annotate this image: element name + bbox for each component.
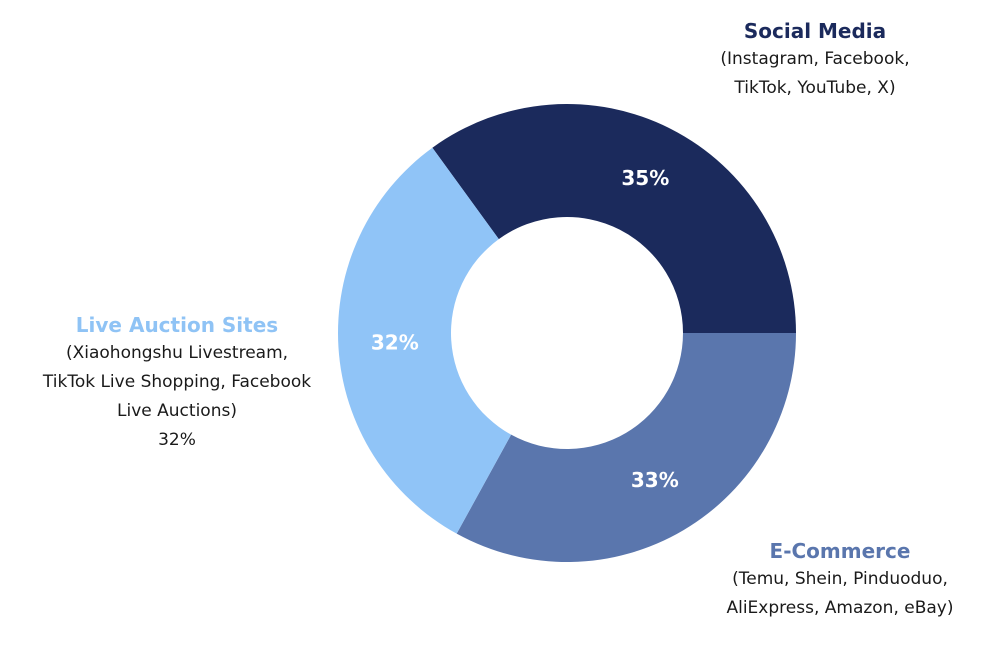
- value-label-e-commerce: 33%: [631, 468, 679, 492]
- donut-slices: [337, 103, 797, 562]
- live-auction-desc-line2: TikTok Live Shopping, Facebook: [42, 372, 312, 392]
- social-media-desc-line2: TikTok, YouTube, X): [734, 78, 896, 98]
- e-commerce-desc-line2: AliExpress, Amazon, eBay): [726, 598, 954, 618]
- slice-e-commerce: [456, 333, 797, 562]
- e-commerce-desc-line1: (Temu, Shein, Pinduoduo,: [732, 569, 948, 589]
- social-media-callout: Social Media (Instagram, Facebook, TikTo…: [700, 18, 930, 103]
- social-media-desc-line1: (Instagram, Facebook,: [720, 49, 910, 69]
- value-label-live-auction-sites: 32%: [371, 330, 419, 354]
- slice-live-auction-sites: [337, 147, 512, 534]
- e-commerce-title: E-Commerce: [769, 539, 911, 563]
- social-media-title: Social Media: [743, 19, 887, 43]
- live-auction-desc-line1: (Xiaohongshu Livestream,: [65, 343, 289, 363]
- slice-value-labels: 35% 33% 32%: [371, 166, 679, 492]
- live-auction-callout: Live Auction Sites (Xiaohongshu Livestre…: [12, 312, 342, 455]
- live-auction-percent: 32%: [158, 430, 196, 450]
- slice-social-media: [432, 103, 796, 334]
- e-commerce-callout: E-Commerce (Temu, Shein, Pinduoduo, AliE…: [690, 538, 990, 623]
- live-auction-desc-line3: Live Auctions): [117, 401, 237, 421]
- live-auction-title: Live Auction Sites: [75, 313, 279, 337]
- value-label-social-media: 35%: [621, 166, 669, 190]
